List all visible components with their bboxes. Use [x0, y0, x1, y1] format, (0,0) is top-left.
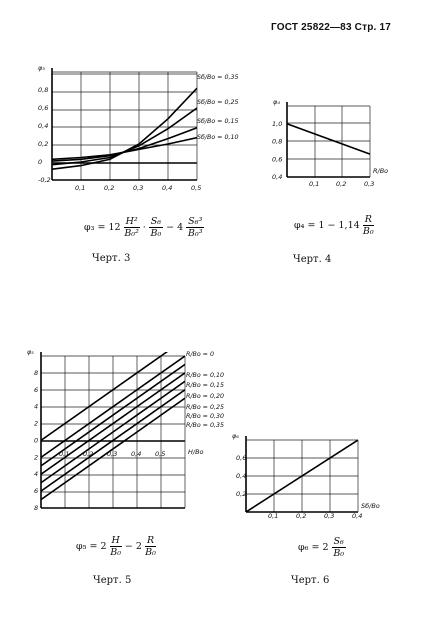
chart6-x-tick: 0,4: [352, 512, 362, 520]
chart3-x-tick: 0,4: [162, 184, 172, 192]
chart4-y-tick: 1,0: [272, 120, 282, 128]
chart5-series-label: R/Bо = 0,25: [186, 404, 224, 411]
chart3-y-tick: 0,6: [38, 104, 48, 112]
chart3-series-label: Sб/Bо = 0,10: [197, 133, 238, 141]
chart4-y-tick: 0,4: [272, 173, 282, 181]
chart4-y-tick: 0,8: [272, 138, 282, 146]
chart5-y-tick: 6: [34, 386, 38, 394]
chart5-series-line: [41, 389, 185, 492]
chart5-series-line: [41, 397, 185, 501]
chart4-x-label: R/Bо: [373, 167, 388, 175]
chart4-y-tick: 0,6: [272, 155, 282, 163]
chart5-y-tick: 0: [34, 436, 38, 444]
chart5-series-label: R/Bо = 0: [186, 351, 214, 358]
chart6-y-tick: 0,6: [236, 454, 246, 462]
caption-4: Черт. 4: [293, 254, 332, 265]
chart3-x-tick: 0,3: [133, 184, 143, 192]
chart4-x-tick: 0,1: [309, 180, 319, 188]
chart5-series-label: R/Bо = 0,15: [186, 382, 224, 389]
chart6-y-tick: 0,4: [236, 472, 246, 480]
chart5-y-tick: 4: [34, 403, 38, 411]
chart5-y-tick: 8: [34, 369, 38, 377]
chart5-x-tick: 0,5: [155, 450, 165, 458]
chart3-y-tick: 0,2: [38, 140, 48, 148]
chart3-series-label: Sб/Bо = 0,35: [197, 73, 238, 81]
chart5-series-label: R/Bо = 0,30: [186, 413, 224, 420]
chart3-y-tick: 0,4: [38, 122, 48, 130]
formula-4: φ₄ = 1 − 1,14 R B₀: [294, 214, 374, 237]
chart6-y-tick: 0,2: [236, 490, 246, 498]
chart5-y-tick: 2: [34, 420, 38, 428]
chart5-series-line: [41, 352, 169, 442]
page-header: ГОСТ 25822—83 Стр. 17: [271, 22, 391, 33]
chart3-series-line: [52, 136, 197, 161]
chart4-series-line: [287, 123, 370, 155]
chart3-series-line: [52, 127, 197, 162]
caption-5: Черт. 5: [93, 575, 132, 586]
chart3-series-label: Sб/Bо = 0,25: [197, 98, 238, 106]
chart5-y-tick: 6: [34, 487, 38, 495]
chart3-x-tick: 0,5: [191, 184, 201, 192]
chart5-series-label: R/Bо = 0,10: [186, 372, 224, 379]
formula-5: φ₅ = 2 H B₀ − 2 R B₀: [76, 535, 157, 558]
formula-3: φ₃ = 12 H² B₀² · S₆ B₀ − 4 S₆³ B₀³: [84, 216, 205, 239]
chart6-x-tick: 0,2: [296, 512, 306, 520]
chart5-series-line: [41, 355, 185, 458]
chart5-x-tick: 0,1: [59, 450, 69, 458]
chart6-x-tick: 0,1: [268, 512, 278, 520]
chart5-x-tick: 0,3: [107, 450, 117, 458]
chart3-x-tick: 0,1: [75, 184, 85, 192]
chart3-x-tick: 0,2: [104, 184, 114, 192]
chart5-series-line: [41, 380, 185, 484]
chart3-series-line: [52, 87, 197, 170]
caption-6: Черт. 6: [291, 575, 330, 586]
chart5-y-label: φ₅: [27, 348, 34, 356]
caption-3: Черт. 3: [92, 253, 131, 264]
chart5-y-tick: 8: [34, 504, 38, 512]
chart5-series-label: R/Bо = 0,20: [186, 393, 224, 400]
chart3-y-label: φ₃: [38, 64, 45, 72]
chart3-y-tick: 0: [38, 158, 42, 166]
formula-6: φ₆ = 2 S₆ B₀: [298, 536, 346, 559]
chart4-y-label: φ₄: [273, 98, 280, 106]
chart5-series-line: [41, 372, 185, 475]
chart6-y-label: φ₆: [232, 432, 239, 440]
chart3-y-tick: 0,8: [38, 86, 48, 94]
chart4-x-tick: 0,2: [336, 180, 346, 188]
chart5-y-tick: 2: [34, 453, 38, 461]
chart6-series-line: [246, 439, 358, 512]
chart4-x-tick: 0,3: [364, 180, 374, 188]
chart5-series-line: [41, 363, 185, 467]
chart5-x-label: H/Bо: [188, 448, 204, 456]
chart3-y-tick: -0,2: [38, 176, 51, 184]
chart6-x-label: Sб/Bо: [361, 502, 380, 510]
chart5-x-tick: 0,2: [83, 450, 93, 458]
chart3-series-label: Sб/Bо = 0,15: [197, 117, 238, 125]
chart5-x-tick: 0,4: [131, 450, 141, 458]
chart5-series-label: R/Bо = 0,35: [186, 422, 224, 429]
chart5-y-tick: 4: [34, 470, 38, 478]
chart6-x-tick: 0,3: [324, 512, 334, 520]
